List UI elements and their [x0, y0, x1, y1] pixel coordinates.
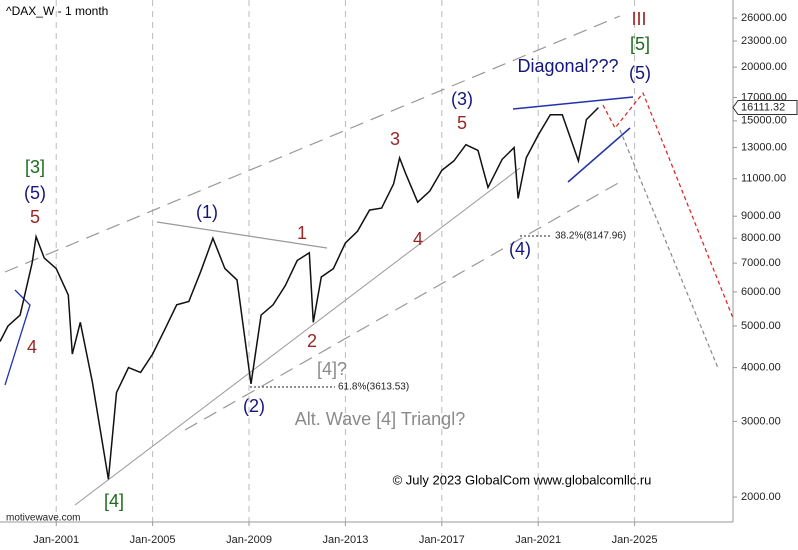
- price-label: 16111.32: [741, 101, 785, 113]
- grid: [55, 0, 636, 522]
- chart-title: ^DAX_W - 1 month: [6, 4, 108, 18]
- y-tick-label: 3000.00: [741, 415, 781, 427]
- channel-upper: [4, 15, 621, 273]
- wave-label: [4]: [104, 491, 124, 511]
- copyright: © July 2023 GlobalCom www.globalcomllc.r…: [393, 472, 652, 487]
- y-tick-label: 13000.00: [741, 141, 787, 153]
- series: [0, 107, 599, 480]
- x-tick-label: Jan-2021: [515, 534, 561, 546]
- wave-label: [4]?: [317, 359, 347, 379]
- y-tick-label: 8000.00: [741, 232, 781, 244]
- price-marker: [732, 99, 798, 115]
- y-tick-label: 5000.00: [741, 320, 781, 332]
- wave-label: 5: [30, 207, 40, 227]
- wave-label: 2: [307, 331, 317, 351]
- x-tick-label: Jan-2013: [322, 534, 368, 546]
- y-tick-label: 23000.00: [741, 35, 787, 47]
- wave-label: 1: [297, 223, 307, 243]
- x-tick-label: Jan-2005: [130, 534, 176, 546]
- wave-label: (2): [243, 396, 265, 416]
- wave-label: 5: [457, 113, 467, 133]
- wave-label: (3): [451, 89, 473, 109]
- projection-red: [602, 91, 734, 319]
- watermark: motivewave.com: [6, 513, 80, 524]
- diagonal-lower: [567, 127, 631, 183]
- fib-label: 38.2%(8147.96): [555, 231, 626, 242]
- wave-label: III: [631, 9, 646, 29]
- wave-label: (1): [196, 202, 218, 222]
- y-tick-label: 20000.00: [741, 61, 787, 73]
- y-tick-label: 15000.00: [741, 115, 787, 127]
- y-tick-label: 9000.00: [741, 210, 781, 222]
- fib-label: 61.8%(3613.53): [338, 382, 409, 393]
- y-tick-label: 7000.00: [741, 257, 781, 269]
- wave-label: 3: [390, 129, 400, 149]
- channel-lower: [184, 181, 621, 431]
- y-tick-label: 11000.00: [741, 173, 786, 185]
- diagonal-note: Diagonal???: [517, 56, 618, 76]
- channel-base: [74, 167, 521, 506]
- left-trend: [4, 289, 31, 386]
- price-line: [0, 107, 599, 480]
- wave-label: [5]: [630, 34, 650, 54]
- alt-wave-note: Alt. Wave [4] Triangl?: [295, 409, 465, 429]
- x-tick-label: Jan-2009: [226, 534, 272, 546]
- wave-label: 4: [27, 337, 37, 357]
- drawings: [4, 15, 734, 506]
- wave-label: 4: [413, 229, 423, 249]
- projection-gray: [619, 129, 719, 369]
- wave-label: (5): [24, 183, 46, 203]
- y-tick-label: 2000.00: [741, 491, 781, 503]
- y-tick-label: 6000.00: [741, 286, 781, 298]
- wave-label: (5): [629, 63, 651, 83]
- x-tick-label: Jan-2025: [612, 534, 658, 546]
- x-tick-label: Jan-2017: [419, 534, 465, 546]
- wave-label: (4): [509, 239, 531, 259]
- diagonal-upper: [512, 96, 634, 110]
- wave-label: [3]: [25, 157, 45, 177]
- y-tick-label: 4000.00: [741, 362, 781, 374]
- triangle-line: [156, 221, 328, 249]
- labels: ^DAX_W - 1 month [3] (5) 5 4 (1) 1 2 [4]…: [6, 4, 798, 546]
- y-tick-label: 26000.00: [741, 12, 787, 24]
- x-tick-label: Jan-2001: [33, 534, 79, 546]
